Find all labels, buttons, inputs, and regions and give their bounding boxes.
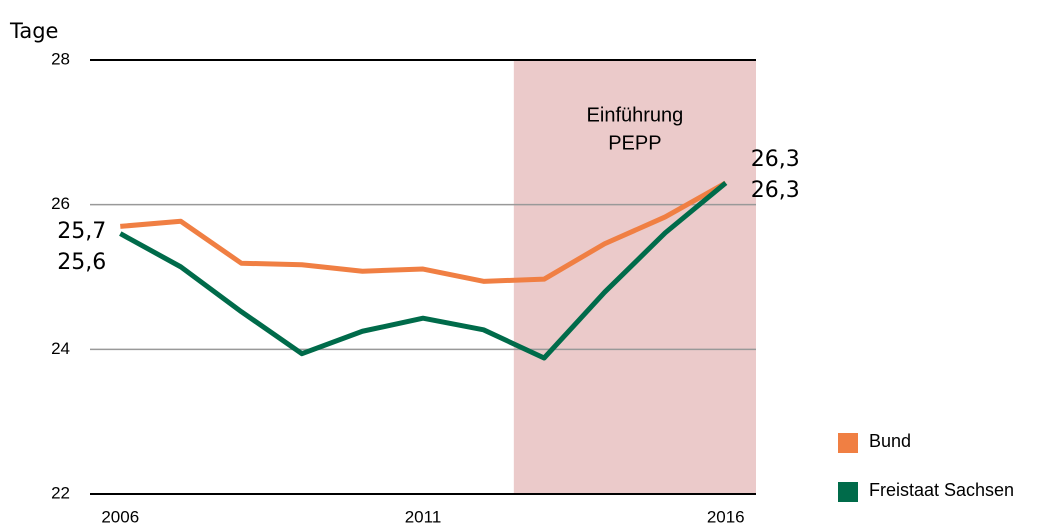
y-tick-label: 22 (51, 483, 70, 502)
annotation: Einführung (587, 104, 684, 126)
legend-swatch (838, 482, 858, 502)
shaded-region (513, 60, 756, 494)
annotation: PEPP (608, 132, 661, 154)
line (120, 180, 727, 284)
line (119, 181, 728, 361)
value-label: 25,6 (57, 250, 106, 275)
legend-label: Freistaat Sachsen (869, 480, 1014, 500)
value-label: 26,3 (751, 147, 800, 172)
value-label: 26,3 (751, 178, 800, 203)
legend-swatch (838, 433, 858, 453)
legend-label: Bund (869, 431, 911, 451)
x-tick-label: 2006 (101, 507, 139, 526)
y-tick-label: 28 (51, 49, 70, 68)
y-tick-label: 24 (51, 339, 70, 358)
y-tick-label: 26 (51, 194, 70, 213)
x-tick-label: 2016 (707, 507, 745, 526)
y-axis-label: Tage (9, 19, 58, 43)
x-tick-label: 2011 (405, 507, 442, 526)
value-label: 25,7 (57, 219, 106, 244)
